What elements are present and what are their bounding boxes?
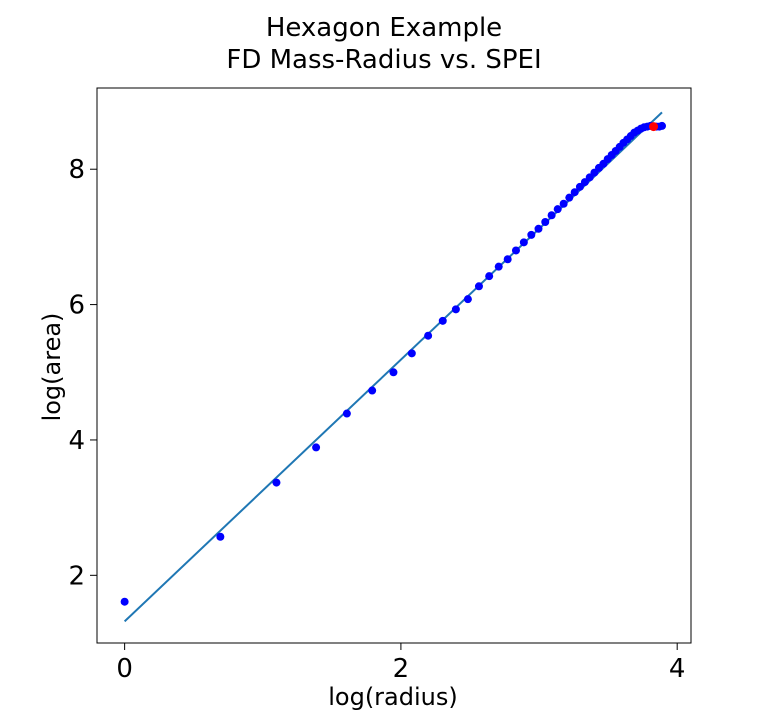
data-point bbox=[527, 230, 536, 239]
axis-ticks: 0 2 4 2 4 6 8 bbox=[68, 155, 685, 684]
data-point bbox=[424, 331, 433, 340]
data-point bbox=[407, 349, 416, 358]
data-point bbox=[547, 211, 556, 220]
x-tick-label: 4 bbox=[669, 654, 686, 684]
data-point bbox=[553, 205, 562, 214]
data-point bbox=[519, 238, 528, 247]
x-tick-label: 2 bbox=[393, 654, 410, 684]
data-point bbox=[474, 282, 483, 291]
data-point bbox=[570, 188, 579, 197]
data-point bbox=[541, 218, 550, 227]
y-tick-label: 2 bbox=[68, 561, 85, 591]
chart-title-line-1: Hexagon Example bbox=[266, 13, 502, 43]
data-point bbox=[494, 262, 503, 271]
y-axis-label: log(area) bbox=[38, 313, 66, 422]
highlighted-point bbox=[649, 122, 659, 132]
plot-frame bbox=[96, 87, 692, 644]
data-point bbox=[342, 409, 351, 418]
data-point bbox=[559, 199, 568, 208]
x-tick-label: 0 bbox=[116, 654, 133, 684]
data-point bbox=[438, 316, 447, 325]
plot-area bbox=[96, 87, 692, 644]
data-point bbox=[389, 368, 398, 377]
data-point bbox=[575, 182, 584, 191]
y-tick-label: 8 bbox=[68, 155, 85, 185]
data-point bbox=[463, 295, 472, 304]
data-point bbox=[312, 443, 321, 452]
y-tick-label: 4 bbox=[68, 426, 85, 456]
data-point bbox=[503, 255, 512, 264]
data-point bbox=[368, 386, 377, 395]
data-point bbox=[485, 272, 494, 281]
data-point bbox=[565, 193, 574, 202]
chart-title-line-2: FD Mass-Radius vs. SPEI bbox=[226, 45, 541, 75]
x-axis-label: log(radius) bbox=[328, 683, 458, 711]
y-tick-label: 6 bbox=[68, 291, 85, 321]
data-point bbox=[511, 246, 520, 255]
data-point bbox=[216, 532, 225, 541]
data-point bbox=[272, 478, 281, 487]
data-point bbox=[657, 121, 666, 130]
data-point bbox=[451, 305, 460, 314]
data-point bbox=[534, 224, 543, 233]
data-point bbox=[120, 597, 129, 606]
